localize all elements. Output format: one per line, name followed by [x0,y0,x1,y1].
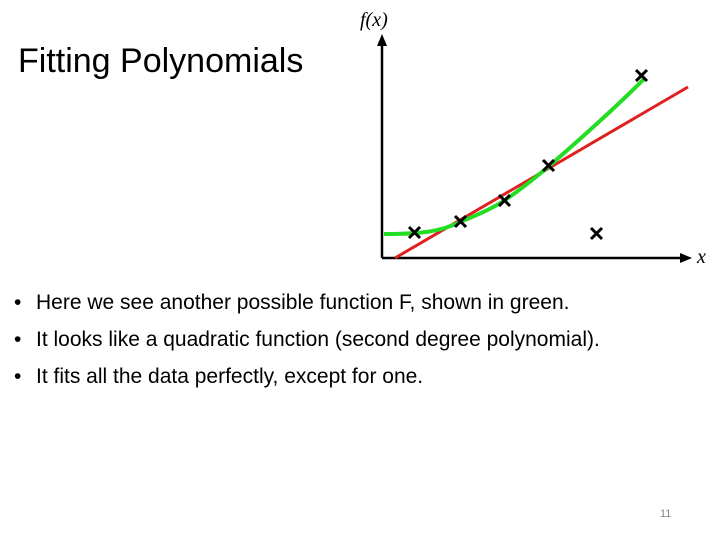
bullet: It fits all the data perfectly, except f… [0,358,651,395]
page-number: 11 [660,508,672,520]
bullet: Here we see another possible function F,… [0,284,651,321]
slide-title: Fitting Polynomials [18,42,304,80]
bullet-text: It looks like a quadratic function (seco… [36,328,600,351]
bullet-text: It fits all the data perfectly, except f… [36,365,424,388]
x-arrow [680,253,692,263]
data-points [407,68,649,241]
x-axis-label: x [696,246,706,268]
y-arrow [377,34,387,46]
y-axis-label: f(x) [360,9,388,31]
bullet-text: Here we see another possible function F,… [36,291,570,314]
figure: f(x) x [360,9,706,268]
bullet-list: Here we see another possible function F,… [0,284,651,395]
bullet: It looks like a quadratic function (seco… [0,321,651,358]
quadratic-fit [383,76,647,236]
